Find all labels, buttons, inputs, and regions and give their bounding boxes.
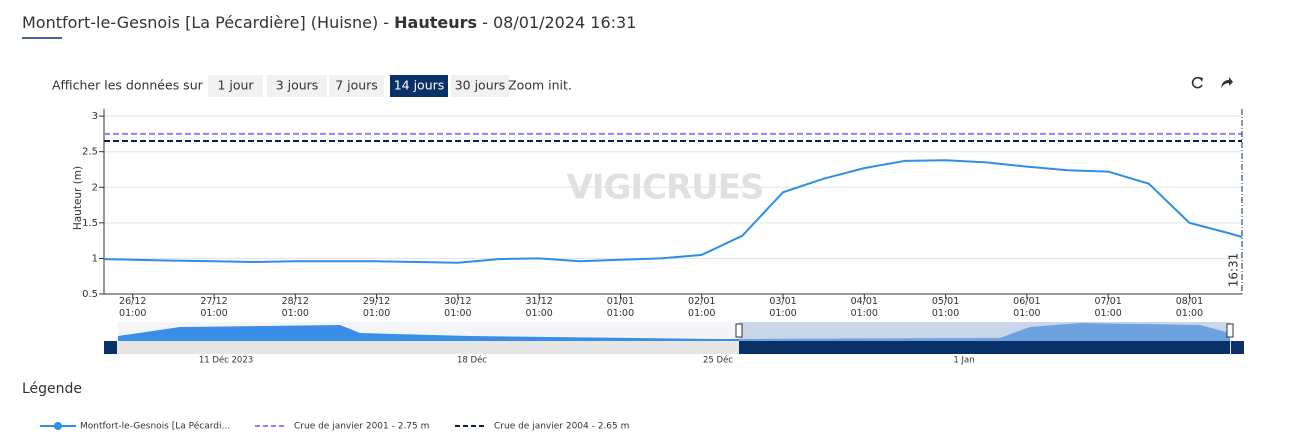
- range-button-label: 30 jours: [455, 78, 506, 93]
- legend-marker: [54, 422, 62, 430]
- y-tick-label: 2.5: [82, 147, 98, 158]
- scroll-left[interactable]: [104, 341, 117, 354]
- range-button[interactable]: [390, 75, 448, 97]
- x-tick-label: 31/12 01:00: [525, 296, 552, 319]
- title-text: Montfort-le-Gesnois [La Pécardière] (Hui…: [22, 13, 394, 32]
- title-date: - 08/01/2024 16:31: [477, 13, 636, 32]
- x-tick-label: 03/01 01:00: [769, 296, 796, 319]
- x-tick-label: 26/12 01:00: [119, 296, 146, 319]
- range-button[interactable]: [510, 75, 570, 97]
- y-tick-label: 2: [92, 182, 98, 193]
- y-tick-label: 3: [92, 111, 98, 122]
- range-button[interactable]: [451, 75, 509, 97]
- page-title: Montfort-le-Gesnois [La Pécardière] (Hui…: [22, 13, 636, 32]
- navigator-mask: [739, 322, 1230, 341]
- scroll-right[interactable]: [1231, 341, 1244, 354]
- range-button-label: 3 jours: [276, 78, 319, 93]
- range-button[interactable]: [329, 75, 384, 97]
- navigator-label: 11 Déc 2023: [199, 355, 253, 366]
- legend-label: Montfort-le-Gesnois [La Pécardi...: [80, 421, 230, 432]
- refresh-icon[interactable]: [1191, 76, 1203, 89]
- x-tick-label: 30/12 01:00: [444, 296, 471, 319]
- x-tick-label: 01/01 01:00: [607, 296, 634, 319]
- legend-item[interactable]: Crue de janvier 2004 - 2.65 m: [455, 422, 629, 432]
- legend-title: Légende: [22, 381, 82, 397]
- share-icon[interactable]: [1221, 77, 1233, 88]
- title-bold: Hauteurs: [394, 13, 477, 32]
- range-button[interactable]: [267, 75, 327, 97]
- x-tick-label: 29/12 01:00: [363, 296, 390, 319]
- x-tick-label: 06/01 01:00: [1013, 296, 1040, 319]
- y-tick-label: 1: [92, 253, 98, 264]
- range-button[interactable]: [208, 75, 263, 97]
- handle-right[interactable]: [1226, 323, 1234, 338]
- navigator-label: 18 Déc: [457, 355, 487, 366]
- legend-label: Crue de janvier 2004 - 2.65 m: [494, 422, 629, 432]
- range-button-label: Zoom init.: [508, 78, 572, 93]
- legend-item[interactable]: Montfort-le-Gesnois [La Pécardi...: [40, 421, 230, 432]
- navigator-label: 1 Jan: [953, 356, 974, 366]
- now-label: 16:31: [1227, 253, 1241, 288]
- handle-left[interactable]: [735, 323, 743, 338]
- navigator-area: [118, 323, 1230, 341]
- legend-item[interactable]: Crue de janvier 2001 - 2.75 m: [255, 422, 429, 432]
- range-button-label: 14 jours: [394, 78, 445, 93]
- y-tick-label: 0.5: [82, 289, 98, 300]
- x-tick-label: 27/12 01:00: [200, 296, 227, 319]
- range-button-label: 1 jour: [217, 78, 254, 93]
- range-button-label: 7 jours: [335, 78, 378, 93]
- y-axis-title: Hauteur (m): [72, 166, 84, 230]
- x-tick-label: 05/01 01:00: [932, 296, 959, 319]
- y-tick-label: 1.5: [82, 218, 98, 229]
- x-tick-label: 08/01 01:00: [1176, 296, 1203, 319]
- scrollbar-thumb[interactable]: [739, 341, 1230, 354]
- x-tick-label: 28/12 01:00: [282, 296, 309, 319]
- navigator: [104, 322, 1244, 354]
- x-tick-label: 07/01 01:00: [1094, 296, 1121, 319]
- navigator-label: 25 Déc: [703, 355, 733, 366]
- x-tick-label: 04/01 01:00: [851, 296, 878, 319]
- legend-label: Crue de janvier 2001 - 2.75 m: [294, 422, 429, 432]
- controls-label: Afficher les données sur :: [52, 78, 211, 93]
- series-line: [103, 159, 1243, 264]
- x-tick-label: 02/01 01:00: [688, 296, 715, 319]
